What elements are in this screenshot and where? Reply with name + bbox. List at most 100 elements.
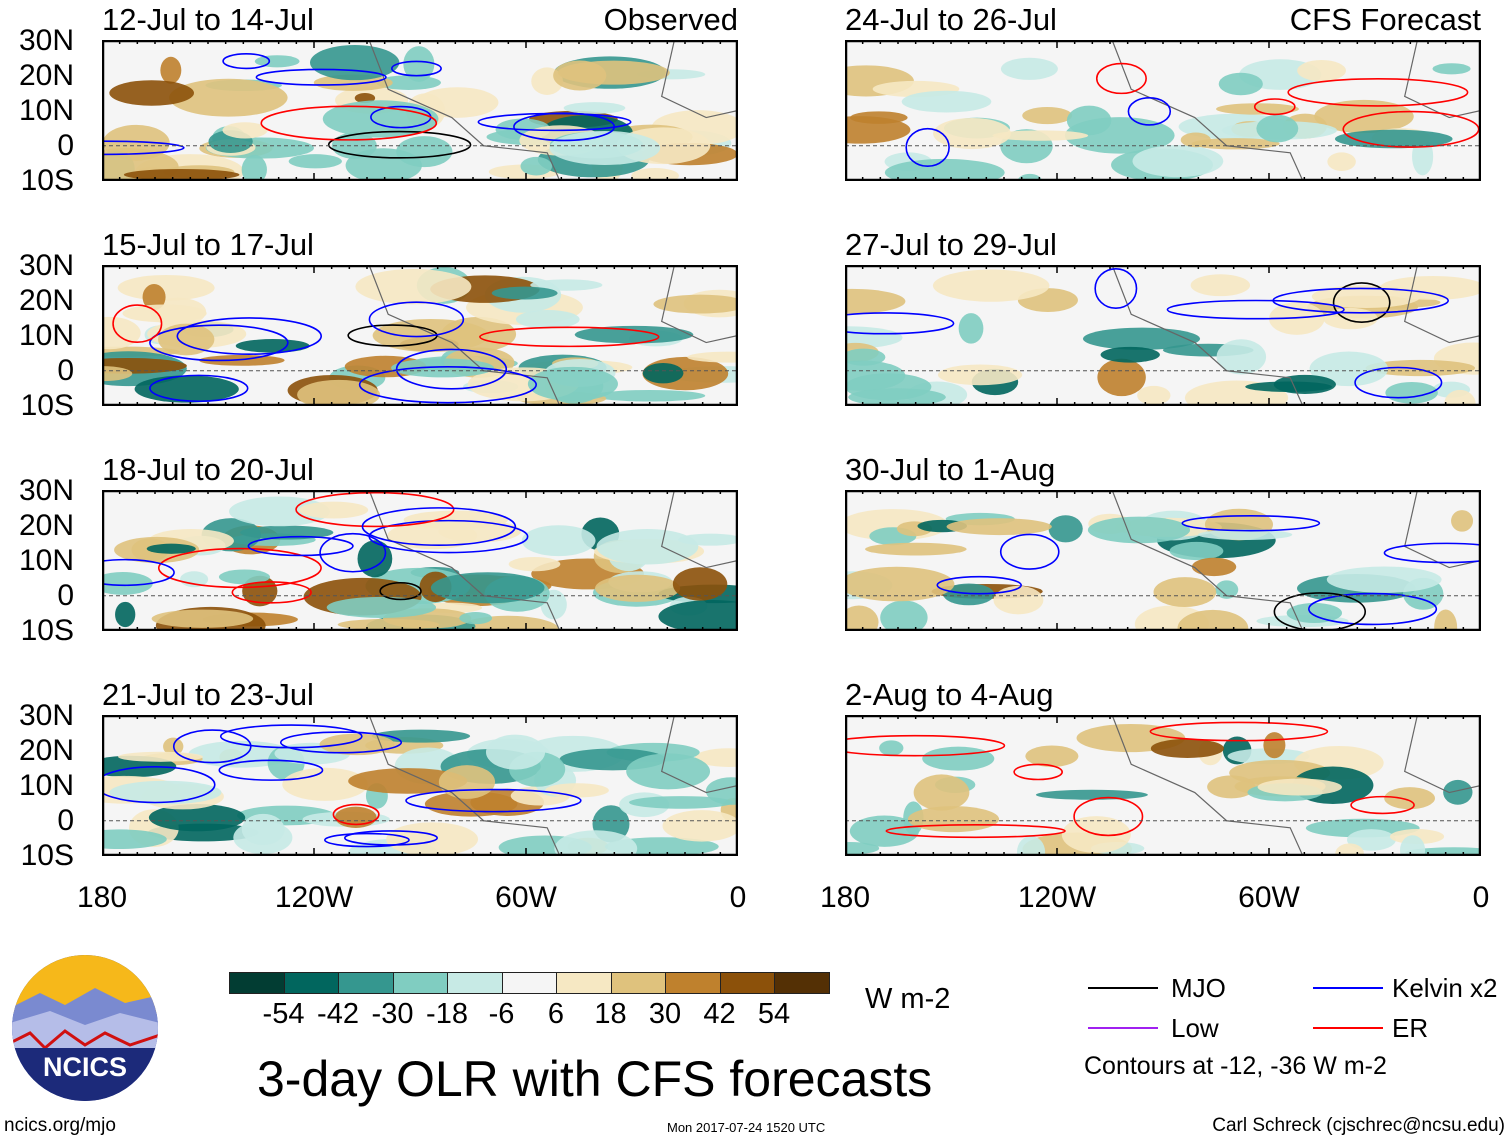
kelvin-contour <box>513 112 616 142</box>
legend-low-label: Low <box>1171 1013 1219 1043</box>
olr-anomaly-blob <box>92 571 153 595</box>
olr-anomaly-blob <box>1191 557 1237 577</box>
olr-anomaly-blob <box>403 46 435 82</box>
olr-anomaly-blob <box>943 583 995 606</box>
olr-anomaly-blob <box>1035 789 1148 800</box>
colorbar-level-label: -30 <box>371 998 414 1030</box>
map-svg <box>75 489 769 645</box>
olr-map-panel <box>68 714 764 868</box>
lat-tick-label: 30N <box>18 249 74 282</box>
olr-anomaly-blob <box>297 379 381 410</box>
map-svg <box>819 714 1504 868</box>
map-frame <box>844 264 1482 407</box>
olr-anomaly-blob <box>992 130 1089 141</box>
kelvin-contour <box>319 532 387 573</box>
panel-label: Observed <box>603 2 738 37</box>
olr-anomaly-blob <box>520 156 553 176</box>
olr-anomaly-blob <box>849 111 908 124</box>
colorbar-level-label: 54 <box>757 998 791 1030</box>
colorbar-units: W m-2 <box>865 983 951 1015</box>
olr-anomaly-blob <box>672 567 728 601</box>
olr-anomaly-blob <box>386 822 479 857</box>
lat-tick-label: 0 <box>57 804 74 837</box>
olr-map-panel <box>67 264 778 410</box>
olr-anomaly-blob <box>376 75 441 90</box>
olr-map-panel <box>75 489 769 645</box>
kelvin-contour <box>361 507 517 547</box>
olr-anomaly-blob <box>241 154 267 185</box>
er-contour <box>112 304 163 343</box>
olr-anomaly-blob <box>880 600 928 635</box>
olr-anomaly-blob <box>1137 385 1171 405</box>
lat-tick-label: 20N <box>18 59 74 92</box>
ncics-logo: NCICS <box>10 953 160 1103</box>
chart-title: 3-day OLR with CFS forecasts <box>257 1051 933 1107</box>
olr-anomaly-blob <box>838 566 955 602</box>
lat-tick-label: 30N <box>18 474 74 507</box>
lon-tick-label: 60W <box>1238 881 1300 914</box>
olr-anomaly-blob <box>1273 374 1336 395</box>
legend-mjo-label: MJO <box>1171 973 1226 1003</box>
panel-title: 21-Jul to 23-Jul <box>102 677 314 712</box>
olr-anomaly-blob <box>642 362 684 384</box>
lat-tick-label: 20N <box>18 284 74 317</box>
olr-anomaly-blob <box>299 501 369 519</box>
kelvin-contour <box>368 301 465 338</box>
mjo-contour <box>327 130 472 159</box>
map-svg <box>67 264 778 410</box>
lon-tick-label: 120W <box>1017 881 1097 914</box>
olr-anomaly-blob <box>1365 359 1476 377</box>
olr-anomaly-blob <box>491 286 558 300</box>
er-contour <box>1013 763 1063 781</box>
er-contour <box>1287 77 1469 107</box>
colorbar-level-label: -54 <box>262 998 305 1030</box>
olr-anomaly-blob <box>1286 602 1343 623</box>
olr-anomaly-blob <box>1082 327 1201 350</box>
lat-tick-label: 0 <box>57 354 74 387</box>
olr-anomaly-blob <box>109 80 194 106</box>
olr-anomaly-blob <box>235 339 310 353</box>
olr-anomaly-blob <box>626 753 711 790</box>
colorbar-swatch <box>610 972 666 994</box>
er-contour <box>1073 796 1144 837</box>
lon-tick-label: 60W <box>495 881 557 914</box>
er-contour <box>157 547 322 589</box>
lat-tick-label: 10N <box>18 94 74 127</box>
coastline <box>1111 264 1482 407</box>
olr-anomaly-blob <box>459 611 493 625</box>
panel-title: 27-Jul to 29-Jul <box>845 227 1057 262</box>
olr-anomaly-blob <box>1022 107 1073 125</box>
lat-tick-label: 30N <box>18 24 74 57</box>
lat-tick-label: 10S <box>20 839 74 872</box>
mjo-contour <box>1332 282 1391 324</box>
olr-anomaly-blob <box>549 130 661 165</box>
er-contour <box>1350 795 1415 815</box>
lat-tick-label: 10S <box>20 164 74 197</box>
colorbar-swatch <box>719 972 775 994</box>
olr-anomaly-blob <box>574 325 694 344</box>
olr-anomaly-blob <box>593 389 706 402</box>
olr-anomaly-blob <box>1216 339 1267 375</box>
olr-anomaly-blob <box>158 323 215 356</box>
kelvin-contour <box>358 365 537 404</box>
olr-map-panel <box>813 489 1510 647</box>
lat-tick-label: 0 <box>57 129 74 162</box>
legend-note: Contours at -12, -36 W m-2 <box>1084 1052 1387 1080</box>
olr-map-panel <box>809 39 1482 187</box>
olr-anomaly-blob <box>865 542 967 556</box>
olr-anomaly-blob <box>1443 779 1473 805</box>
olr-anomaly-blob <box>1000 57 1058 80</box>
olr-anomaly-blob <box>1153 577 1217 607</box>
er-contour <box>231 581 312 604</box>
footer-credit: Carl Schreck (cjschrec@ncsu.edu) <box>1212 1115 1505 1136</box>
map-svg <box>21 39 745 195</box>
kelvin-contour <box>1354 366 1443 399</box>
map-frame <box>101 39 739 182</box>
er-contour <box>1095 62 1147 95</box>
olr-anomaly-blob <box>1025 745 1079 767</box>
map-svg <box>813 489 1510 647</box>
olr-anomaly-blob <box>169 78 288 117</box>
colorbar-level-label: -6 <box>488 998 515 1030</box>
kelvin-contour <box>344 830 438 846</box>
kelvin-contour <box>905 127 950 168</box>
